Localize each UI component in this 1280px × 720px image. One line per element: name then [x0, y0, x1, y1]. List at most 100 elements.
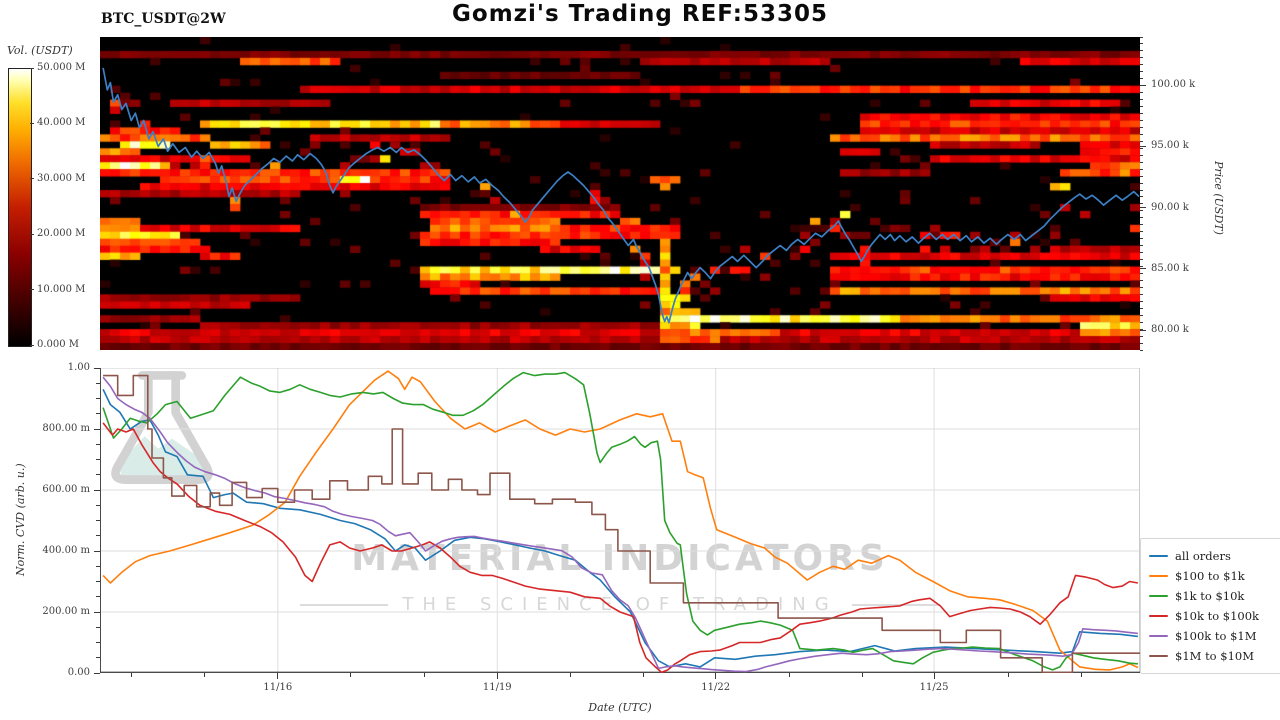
legend-item-5: $1M to $10M: [1149, 646, 1277, 666]
cvd-y-minor-tick: [96, 611, 100, 613]
colorbar-tick: [30, 233, 34, 235]
price-axis-minor-tick: [1140, 85, 1143, 87]
price-axis-major-tick: [1140, 268, 1146, 270]
cvd-y-tick-label: 800.00 m: [42, 423, 90, 434]
price-axis-minor-tick: [1140, 92, 1143, 94]
price-axis-minor-tick: [1140, 238, 1143, 240]
price-axis-minor-tick: [1140, 279, 1143, 281]
price-axis-minor-tick: [1140, 286, 1143, 288]
watermark-text-secondary: THE SCIENCE OF TRADING: [100, 594, 1140, 615]
cvd-x-minor-tick: [350, 673, 352, 677]
price-axis-minor-tick: [1140, 224, 1143, 226]
cvd-y-minor-tick: [96, 489, 100, 491]
watermark-text-secondary-label: THE SCIENCE OF TRADING: [402, 594, 838, 615]
legend-swatch-5: [1149, 654, 1168, 658]
cvd-y-tick-label: 200.00 m: [42, 606, 90, 617]
price-axis-minor-tick: [1140, 133, 1143, 135]
cvd-y-minor-tick: [96, 535, 100, 537]
watermark: MATERIAL INDICATORS THE SCIENCE OF TRADI…: [100, 368, 1140, 673]
cvd-y-minor-tick: [96, 657, 100, 659]
cvd-x-minor-tick: [643, 673, 644, 677]
price-axis-tick-label: 80.00 k: [1151, 324, 1189, 336]
watermark-dash-left: [300, 603, 389, 606]
price-axis-minor-tick: [1140, 300, 1143, 302]
price-axis-minor-tick: [1140, 266, 1143, 268]
cvd-x-minor-tick: [1008, 673, 1010, 677]
price-axis-minor-tick: [1140, 231, 1143, 233]
price-axis-minor-tick: [1140, 64, 1143, 66]
flask-icon: [111, 371, 213, 484]
price-axis-minor-tick: [1140, 182, 1143, 184]
price-axis-minor-tick: [1140, 307, 1143, 309]
cvd-series--10k-to-100k: [102, 422, 1139, 673]
cvd-y-major-tick: [94, 367, 100, 369]
colorbar-tick-label: 40.000 M: [37, 117, 86, 129]
cvd-x-tick-label: 11/19: [482, 682, 512, 693]
price-axis-major-tick: [1140, 145, 1146, 147]
cvd-x-minor-tick: [204, 673, 206, 677]
volume-heatmap-canvas: [100, 37, 1140, 350]
cvd-axis-label: Norm. CVD (arb. u.): [14, 463, 27, 577]
price-axis-minor-tick: [1140, 99, 1143, 101]
cvd-x-minor-tick: [789, 673, 791, 677]
price-axis-minor-tick: [1140, 252, 1143, 254]
cvd-y-minor-tick: [96, 459, 100, 460]
price-axis-minor-tick: [1140, 272, 1143, 274]
price-axis-minor-tick: [1140, 189, 1143, 191]
price-axis-minor-tick: [1140, 50, 1143, 52]
price-axis-minor-tick: [1140, 119, 1143, 121]
figure-title: Gomzi's Trading REF:53305: [452, 1, 828, 27]
price-axis-minor-tick: [1140, 147, 1143, 149]
legend-item-3: $10k to $100k: [1149, 606, 1277, 626]
cvd-y-minor-tick: [96, 443, 100, 445]
colorbar-tick: [30, 122, 34, 124]
legend-label-5: $1M to $10M: [1175, 649, 1254, 663]
cvd-y-minor-tick: [96, 398, 100, 399]
cvd-x-major-tick: [496, 673, 498, 679]
cvd-y-minor-tick: [96, 504, 100, 506]
legend-item-4: $100k to $1M: [1149, 626, 1277, 646]
cvd-x-major-tick: [715, 673, 717, 679]
price-axis-minor-tick: [1140, 328, 1143, 330]
cvd-x-minor-tick: [862, 673, 864, 677]
watermark-dash-right: [851, 603, 940, 606]
legend-swatch-0: [1149, 554, 1168, 558]
price-axis-tick-label: 85.00 k: [1151, 262, 1189, 274]
cvd-y-minor-tick: [96, 428, 100, 430]
colorbar-title: Vol. (USDT): [7, 44, 73, 57]
legend-item-2: $1k to $10k: [1149, 586, 1277, 606]
price-axis-minor-tick: [1140, 342, 1143, 344]
price-axis-tick-label: 90.00 k: [1151, 201, 1189, 213]
price-axis-minor-tick: [1140, 245, 1143, 247]
cvd-x-tick-label: 11/16: [263, 682, 293, 693]
cvd-y-tick-label: 400.00 m: [42, 545, 90, 556]
legend-swatch-2: [1149, 594, 1168, 598]
price-axis-minor-tick: [1140, 140, 1143, 142]
legend-label-0: all orders: [1175, 549, 1231, 563]
price-axis-major-tick: [1140, 207, 1146, 209]
symbol-timeframe-label: BTC_USDT@2W: [101, 11, 226, 27]
price-axis-minor-tick: [1140, 78, 1143, 80]
price-axis-minor-tick: [1140, 196, 1143, 198]
price-axis-minor-tick: [1140, 71, 1143, 73]
cvd-series-all-orders: [102, 388, 1138, 668]
btc-price-line: [102, 67, 1140, 324]
price-axis-minor-tick: [1140, 321, 1143, 323]
cvd-x-tick-label: 11/22: [701, 682, 731, 693]
cvd-panel: MATERIAL INDICATORS THE SCIENCE OF TRADI…: [100, 368, 1140, 673]
cvd-series--100-to-1k: [102, 370, 1139, 671]
cvd-series-plot: [100, 368, 1140, 673]
price-axis-minor-tick: [1140, 113, 1143, 114]
legend-item-1: $100 to $1k: [1149, 566, 1277, 586]
price-axis-minor-tick: [1140, 126, 1143, 128]
price-axis-minor-tick: [1140, 259, 1143, 261]
price-axis-minor-tick: [1140, 154, 1143, 156]
cvd-y-tick-label: 600.00 m: [42, 484, 90, 495]
price-axis-minor-tick: [1140, 175, 1143, 177]
legend-label-4: $100k to $1M: [1175, 629, 1257, 643]
colorbar-tick: [30, 178, 34, 180]
price-line-overlay: [102, 67, 1140, 324]
cvd-x-major-tick: [933, 673, 935, 679]
price-axis-label: Price (USDT): [1212, 161, 1225, 235]
price-axis-minor-tick: [1140, 349, 1143, 351]
